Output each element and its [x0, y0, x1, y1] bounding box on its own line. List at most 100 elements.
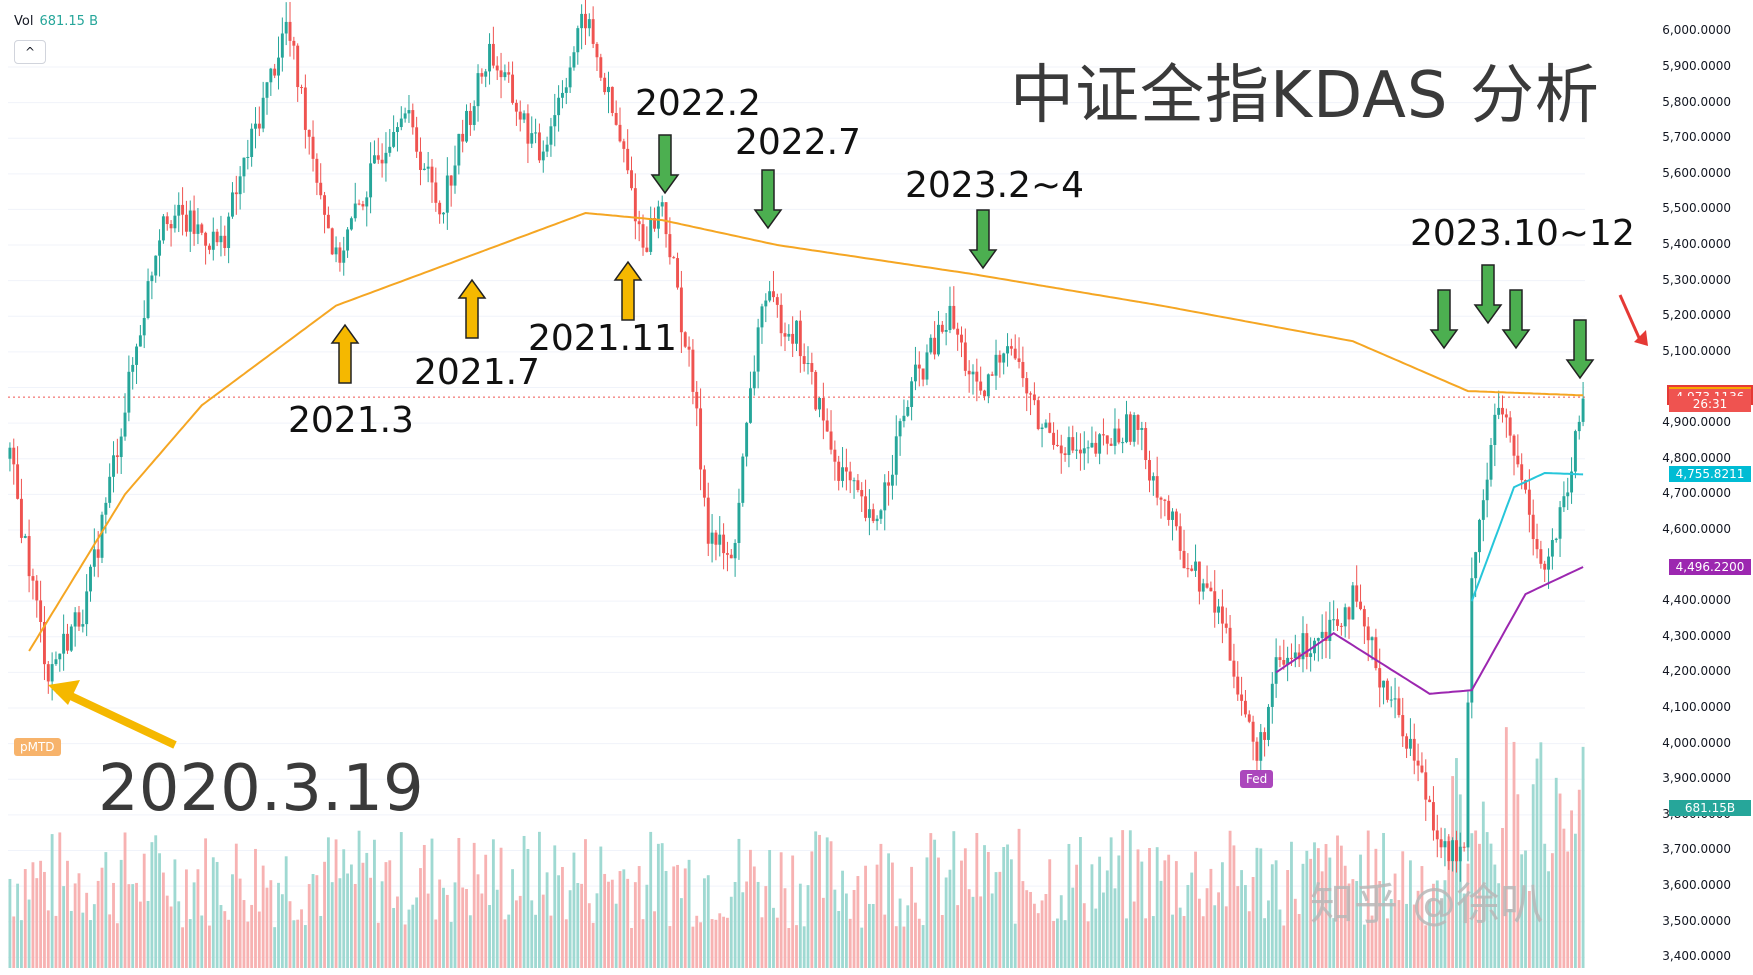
candle-body	[1194, 561, 1198, 571]
candle-body	[1040, 427, 1044, 430]
y-tick-label: 5,200.0000	[1662, 308, 1731, 323]
volume-bar	[1151, 916, 1155, 968]
volume-bar	[250, 904, 254, 968]
candle-body	[1412, 738, 1416, 761]
volume-bar	[1297, 913, 1301, 968]
volume-bar	[664, 870, 668, 968]
candle-body	[1535, 539, 1539, 550]
volume-bar	[1478, 843, 1481, 968]
volume-bar	[1393, 873, 1397, 968]
volume-bar	[342, 849, 346, 968]
candle-body	[848, 471, 852, 481]
chevron-up-icon: ^	[24, 45, 36, 59]
candle-body	[85, 591, 89, 625]
candle-body	[319, 182, 323, 196]
volume-bar	[12, 916, 16, 968]
candle-body	[983, 390, 986, 397]
volume-bar	[185, 869, 188, 968]
volume-bar	[1075, 864, 1079, 968]
candle-body	[27, 536, 31, 577]
candle-body	[756, 327, 760, 372]
volume-bar	[1316, 848, 1320, 968]
candle-body	[737, 502, 741, 543]
volume-bar	[119, 859, 123, 968]
candle-body	[1336, 619, 1339, 626]
volume-bar	[1401, 851, 1405, 968]
candle-body	[1385, 680, 1389, 700]
volume-bar	[1270, 864, 1274, 968]
volume-bar	[1109, 837, 1113, 968]
volume-bar	[1539, 742, 1543, 968]
candle-body	[445, 175, 449, 213]
volume-bar	[1148, 848, 1151, 968]
volume-bar	[1090, 864, 1094, 968]
candle-body	[403, 113, 407, 119]
candle-body	[1581, 398, 1585, 422]
candle-body	[668, 234, 672, 258]
volume-bar	[319, 915, 323, 968]
volume-bar	[1132, 901, 1136, 968]
candle-body	[1255, 741, 1259, 761]
volume-bar	[43, 871, 46, 968]
volume-bar	[1094, 908, 1098, 968]
candle-body	[188, 210, 192, 232]
collapse-button[interactable]: ^	[14, 40, 46, 64]
candle-body	[1393, 698, 1397, 700]
candle-body	[1339, 625, 1343, 627]
volume-bar	[1355, 881, 1359, 968]
volume-bar	[814, 831, 818, 968]
candle-body	[1439, 839, 1443, 848]
candle-body	[1113, 428, 1117, 446]
volume-bar	[545, 872, 549, 968]
candle-body	[1504, 414, 1508, 418]
candle-body	[1359, 601, 1362, 610]
volume-bar	[476, 874, 480, 968]
volume-bar	[1485, 832, 1489, 968]
annotation-label: 2021.11	[528, 318, 677, 359]
volume-bar	[1263, 918, 1267, 968]
volume-bar	[442, 887, 445, 968]
candle-body	[54, 659, 58, 665]
volume-bar	[403, 924, 407, 968]
volume-bar	[1527, 890, 1531, 968]
candle-body	[399, 118, 403, 128]
candle-body	[679, 287, 683, 333]
candle-body	[1121, 442, 1125, 444]
candle-body	[372, 155, 376, 164]
volume-bar	[1336, 835, 1339, 968]
volume-bar	[1432, 883, 1435, 968]
candle-body	[775, 297, 779, 305]
volume-bar	[1274, 860, 1278, 968]
volume-bar	[257, 911, 261, 968]
candle-body	[242, 157, 246, 177]
volume-bar	[1424, 925, 1428, 968]
candle-body	[722, 534, 726, 554]
candle-body	[1451, 840, 1455, 862]
candle-body	[484, 71, 488, 77]
volume-bar	[856, 876, 860, 968]
candle-body	[1562, 496, 1566, 508]
volume-bar	[787, 927, 791, 968]
candle-body	[595, 43, 599, 58]
volume-bar	[315, 875, 319, 968]
candle-body	[917, 364, 921, 369]
candle-body	[277, 57, 280, 76]
candle-body	[1217, 606, 1221, 613]
volume-bar	[292, 920, 296, 968]
volume-bar	[1013, 923, 1017, 968]
volume-bar	[96, 880, 100, 968]
candle-body	[1531, 514, 1535, 540]
volume-bar	[196, 869, 200, 968]
candle-body	[426, 166, 430, 169]
candle-body	[1228, 627, 1232, 661]
candle-body	[1282, 660, 1286, 665]
candle-body	[1036, 400, 1040, 430]
volume-bar	[1021, 881, 1025, 968]
volume-bar	[825, 837, 829, 968]
volume-bar	[933, 839, 937, 968]
volume-bar	[576, 883, 580, 968]
volume-bar	[1497, 883, 1501, 968]
volume-bar	[1443, 880, 1447, 968]
candle-body	[783, 333, 787, 337]
volume-bar	[480, 893, 484, 968]
